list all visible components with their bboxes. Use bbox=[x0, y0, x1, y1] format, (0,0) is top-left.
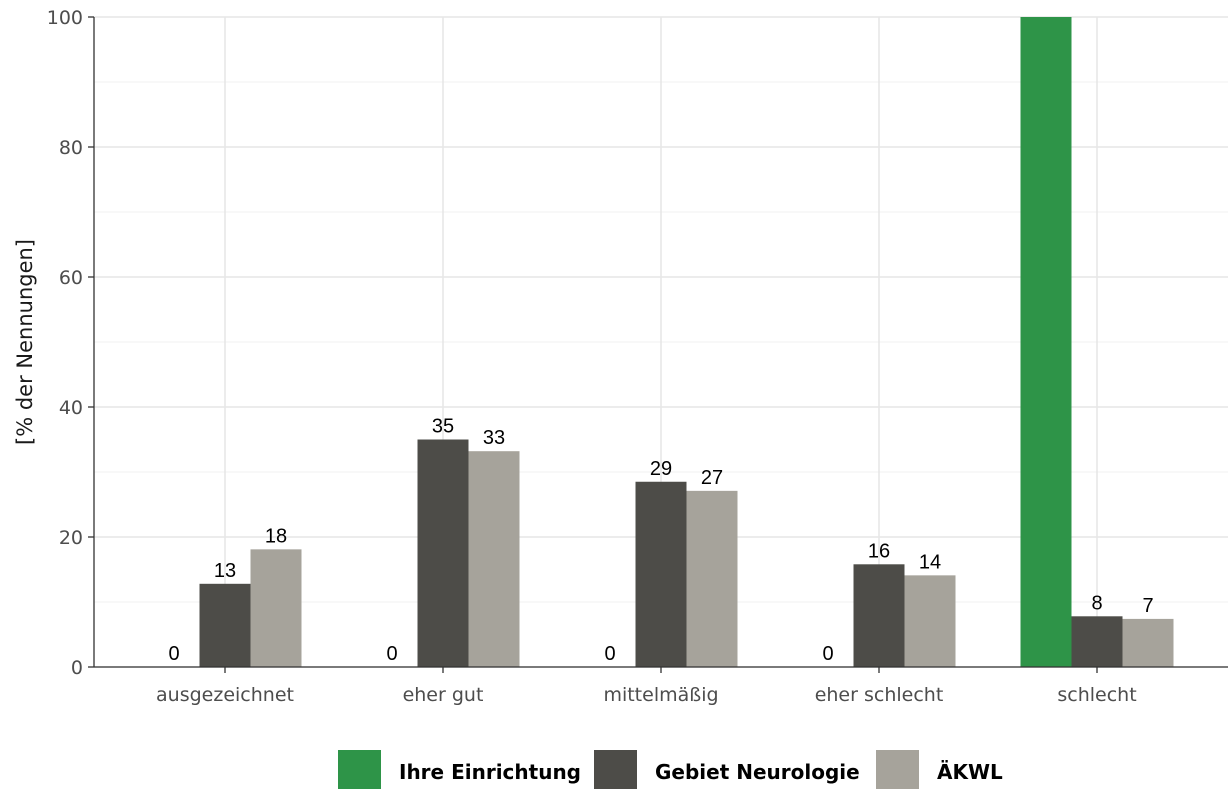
legend-label: Gebiet Neurologie bbox=[655, 760, 860, 784]
bar bbox=[1122, 618, 1174, 667]
y-tick-label: 40 bbox=[59, 397, 83, 419]
data-label: 7 bbox=[1142, 595, 1153, 617]
legend-label: ÄKWL bbox=[937, 760, 1003, 784]
data-label: 0 bbox=[386, 643, 397, 665]
data-label: 0 bbox=[822, 643, 833, 665]
data-label: 35 bbox=[432, 416, 454, 438]
x-tick-label: mittelmäßig bbox=[603, 684, 718, 706]
legend-swatch bbox=[594, 750, 637, 789]
bar bbox=[635, 481, 687, 667]
y-tick-label: 60 bbox=[59, 267, 83, 289]
bar bbox=[468, 451, 520, 667]
y-tick-label: 0 bbox=[71, 657, 83, 679]
bar bbox=[1020, 17, 1072, 667]
data-label: 33 bbox=[483, 427, 505, 449]
data-labels-group: 0 0 0 0 13 35 29 16 8 18 33 27 14 7 bbox=[168, 416, 1153, 666]
y-tick-label: 80 bbox=[59, 137, 83, 159]
x-tick-label: ausgezeichnet bbox=[156, 684, 294, 706]
data-label: 0 bbox=[604, 643, 615, 665]
x-tick-label: eher schlecht bbox=[815, 684, 944, 706]
data-label: 16 bbox=[868, 540, 890, 562]
bar bbox=[904, 575, 956, 667]
legend: Ihre Einrichtung Gebiet Neurologie ÄKWL bbox=[338, 750, 1003, 789]
data-label: 29 bbox=[650, 458, 672, 480]
data-label: 14 bbox=[919, 551, 941, 573]
y-tick-label: 20 bbox=[59, 527, 83, 549]
bar bbox=[417, 439, 469, 667]
legend-swatch bbox=[876, 750, 919, 789]
legend-label: Ihre Einrichtung bbox=[399, 760, 581, 784]
bar bbox=[1071, 616, 1123, 667]
bar bbox=[199, 583, 251, 667]
bar bbox=[853, 564, 905, 667]
bar bbox=[250, 549, 302, 667]
bars-group bbox=[199, 17, 1174, 667]
data-label: 8 bbox=[1091, 592, 1102, 614]
x-tick-label: schlecht bbox=[1057, 684, 1136, 706]
data-label: 0 bbox=[168, 643, 179, 665]
y-tick-label: 100 bbox=[47, 7, 83, 29]
data-label: 27 bbox=[701, 467, 723, 489]
y-axis-title: [% der Nennungen] bbox=[13, 239, 37, 445]
data-label: 18 bbox=[265, 525, 287, 547]
x-tick-label: eher gut bbox=[403, 684, 484, 706]
data-label: 13 bbox=[214, 560, 236, 582]
bar bbox=[686, 490, 738, 667]
legend-swatch bbox=[338, 750, 381, 789]
